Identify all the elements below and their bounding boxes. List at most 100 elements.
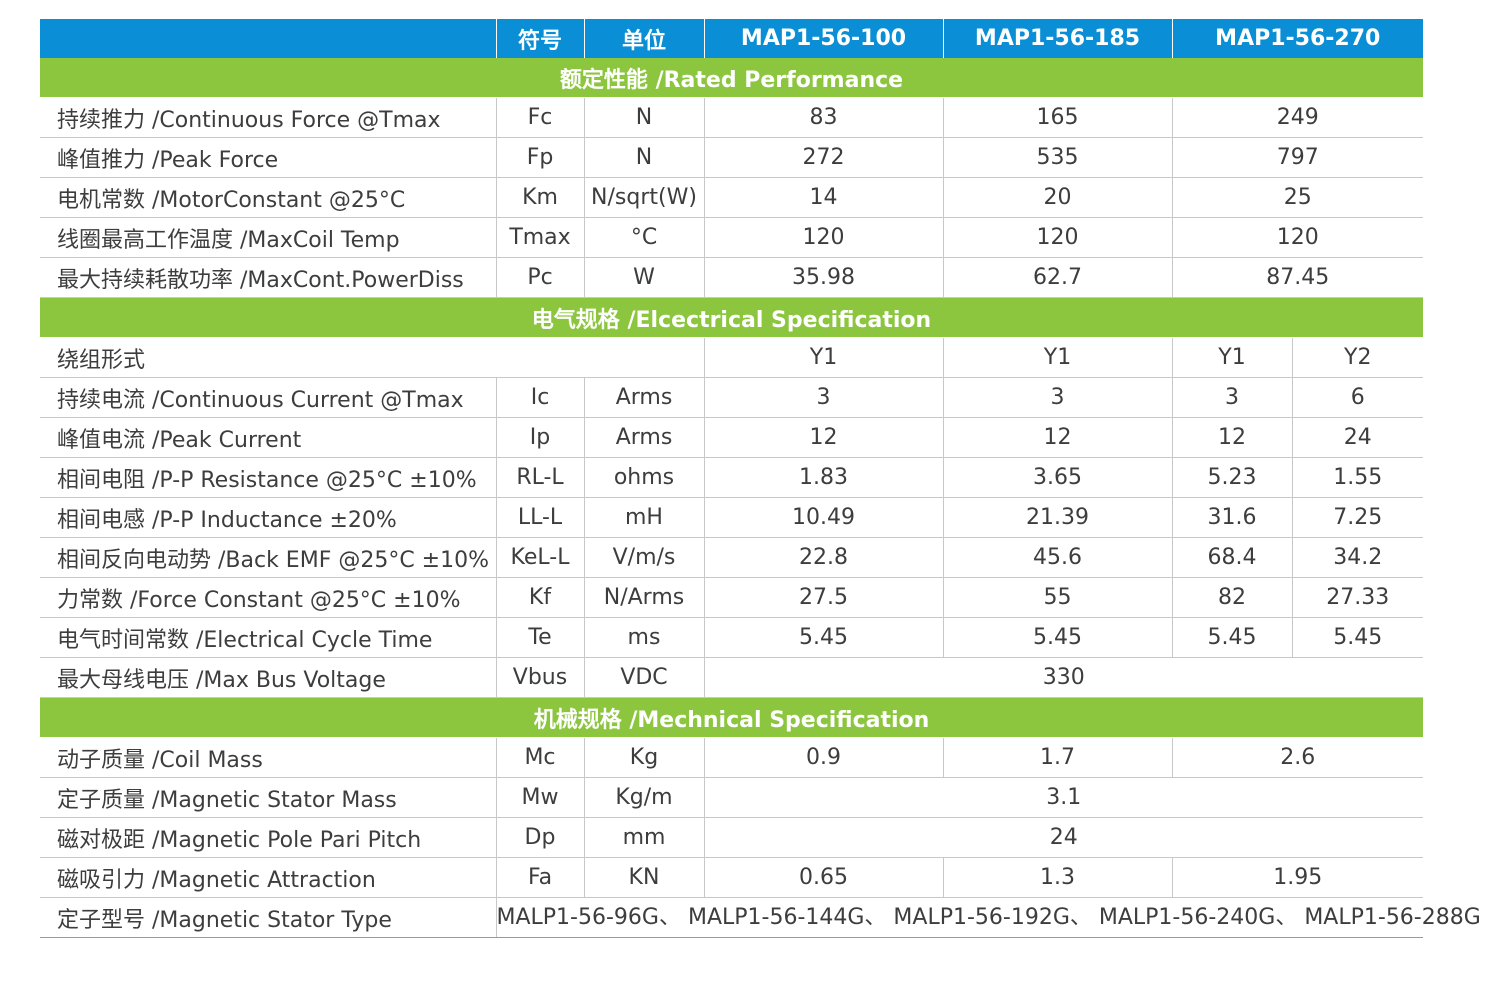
param-label: 定子质量 /Magnetic Stator Mass	[40, 777, 496, 818]
unit-cell: N/sqrt(W)	[583, 177, 704, 218]
header-blank	[40, 19, 496, 58]
param-label: 力常数 /Force Constant @25°C ±10%	[40, 577, 496, 618]
value-cell: 3	[1171, 377, 1292, 418]
param-label: 最大母线电压 /Max Bus Voltage	[40, 657, 496, 698]
symbol-cell: KeL-L	[495, 537, 584, 578]
value-cell: 5.45	[703, 617, 943, 658]
value-cell: 25	[1171, 177, 1423, 218]
value-cell: 249	[1171, 97, 1423, 138]
value-cell: 83	[703, 97, 943, 138]
value-cell: 27.33	[1291, 577, 1423, 618]
value-cell: 31.6	[1171, 497, 1292, 538]
value-cell: 12	[703, 417, 943, 458]
symbol-cell: Fp	[495, 137, 584, 178]
value-cell: 12	[942, 417, 1172, 458]
value-cell: 330	[703, 657, 1423, 698]
symbol-cell: Vbus	[495, 657, 584, 698]
winding-row: 绕组形式 Y1 Y1 Y1 Y2	[40, 337, 1423, 378]
value-cell: 62.7	[942, 257, 1172, 298]
symbol-cell: Pc	[495, 257, 584, 298]
value-cell: 12	[1171, 417, 1292, 458]
value-cell: 34.2	[1291, 537, 1423, 578]
table-row: 力常数 /Force Constant @25°C ±10% Kf N/Arms…	[40, 577, 1423, 618]
value-cell: 3.65	[942, 457, 1172, 498]
stator-type-list: MALP1-56-96G、 MALP1-56-144G、 MALP1-56-19…	[495, 897, 1481, 938]
param-label: 峰值电流 /Peak Current	[40, 417, 496, 458]
table-row: 峰值电流 /Peak Current Ip Arms 12 12 12 24	[40, 417, 1423, 458]
value-cell: 7.25	[1291, 497, 1423, 538]
param-label: 峰值推力 /Peak Force	[40, 137, 496, 178]
unit-cell: N/Arms	[583, 577, 704, 618]
header-symbol: 符号	[495, 19, 584, 58]
value-cell: 3.1	[703, 777, 1423, 818]
symbol-cell: Dp	[495, 817, 584, 858]
unit-cell: W	[583, 257, 704, 298]
value-cell: 120	[703, 217, 943, 258]
table-row: 相间反向电动势 /Back EMF @25°C ±10% KeL-L V/m/s…	[40, 537, 1423, 578]
table-row: 定子质量 /Magnetic Stator Mass Mw Kg/m 3.1	[40, 777, 1423, 818]
table-row: 磁吸引力 /Magnetic Attraction Fa KN 0.65 1.3…	[40, 857, 1423, 898]
symbol-cell: Mc	[495, 737, 584, 778]
unit-cell: ms	[583, 617, 704, 658]
header-model-185: MAP1-56-185	[942, 19, 1172, 58]
param-label: 相间电感 /P-P Inductance ±20%	[40, 497, 496, 538]
value-cell: 1.7	[942, 737, 1172, 778]
value-cell: 5.45	[1171, 617, 1292, 658]
table-row: 持续推力 /Continuous Force @Tmax Fc N 83 165…	[40, 97, 1423, 138]
section-title: 额定性能 /Rated Performance	[40, 58, 1423, 98]
param-label: 电机常数 /MotorConstant @25°C	[40, 177, 496, 218]
param-label: 持续推力 /Continuous Force @Tmax	[40, 97, 496, 138]
table-row: 最大母线电压 /Max Bus Voltage Vbus VDC 330	[40, 657, 1423, 698]
value-cell: 272	[703, 137, 943, 178]
value-cell: 14	[703, 177, 943, 218]
param-label: 相间反向电动势 /Back EMF @25°C ±10%	[40, 537, 496, 578]
value-cell: Y1	[703, 337, 943, 378]
unit-cell: Arms	[583, 417, 704, 458]
unit-cell: ohms	[583, 457, 704, 498]
param-label: 磁吸引力 /Magnetic Attraction	[40, 857, 496, 898]
value-cell: 24	[1291, 417, 1423, 458]
param-label: 最大持续耗散功率 /MaxCont.PowerDiss	[40, 257, 496, 298]
value-cell: 24	[703, 817, 1423, 858]
unit-cell: N	[583, 97, 704, 138]
value-cell: 797	[1171, 137, 1423, 178]
value-cell: 2.6	[1171, 737, 1423, 778]
value-cell: 68.4	[1171, 537, 1292, 578]
param-label: 持续电流 /Continuous Current @Tmax	[40, 377, 496, 418]
unit-cell: V/m/s	[583, 537, 704, 578]
value-cell: Y2	[1291, 337, 1423, 378]
header-model-100: MAP1-56-100	[703, 19, 943, 58]
unit-cell: N	[583, 137, 704, 178]
param-label: 磁对极距 /Magnetic Pole Pari Pitch	[40, 817, 496, 858]
section-title: 电气规格 /Elcectrical Specification	[40, 297, 1423, 338]
table-row: 峰值推力 /Peak Force Fp N 272 535 797	[40, 137, 1423, 178]
unit-cell: Kg	[583, 737, 704, 778]
table-row: 最大持续耗散功率 /MaxCont.PowerDiss Pc W 35.98 6…	[40, 257, 1423, 298]
table-row: 持续电流 /Continuous Current @Tmax Ic Arms 3…	[40, 377, 1423, 418]
value-cell: 82	[1171, 577, 1292, 618]
symbol-cell: Fc	[495, 97, 584, 138]
table-row: 线圈最高工作温度 /MaxCoil Temp Tmax °C 120 120 1…	[40, 217, 1423, 258]
symbol-cell: Km	[495, 177, 584, 218]
section-title: 机械规格 /Mechnical Specification	[40, 697, 1423, 738]
value-cell: 1.83	[703, 457, 943, 498]
value-cell: 55	[942, 577, 1172, 618]
param-label: 绕组形式	[40, 337, 704, 378]
param-label: 电气时间常数 /Electrical Cycle Time	[40, 617, 496, 658]
param-label: 定子型号 /Magnetic Stator Type	[40, 897, 496, 938]
symbol-cell: Ic	[495, 377, 584, 418]
spec-table: 符号 单位 MAP1-56-100 MAP1-56-185 MAP1-56-27…	[40, 19, 1481, 938]
value-cell: 87.45	[1171, 257, 1423, 298]
symbol-cell: Tmax	[495, 217, 584, 258]
table-row: 电机常数 /MotorConstant @25°C Km N/sqrt(W) 1…	[40, 177, 1423, 218]
value-cell: 1.95	[1171, 857, 1423, 898]
value-cell: 6	[1291, 377, 1423, 418]
table-row: 磁对极距 /Magnetic Pole Pari Pitch Dp mm 24	[40, 817, 1423, 858]
value-cell: 45.6	[942, 537, 1172, 578]
symbol-cell: Fa	[495, 857, 584, 898]
symbol-cell: Mw	[495, 777, 584, 818]
value-cell: 3	[942, 377, 1172, 418]
value-cell: Y1	[1171, 337, 1292, 378]
value-cell: 21.39	[942, 497, 1172, 538]
section-rated: 额定性能 /Rated Performance	[40, 58, 1423, 98]
